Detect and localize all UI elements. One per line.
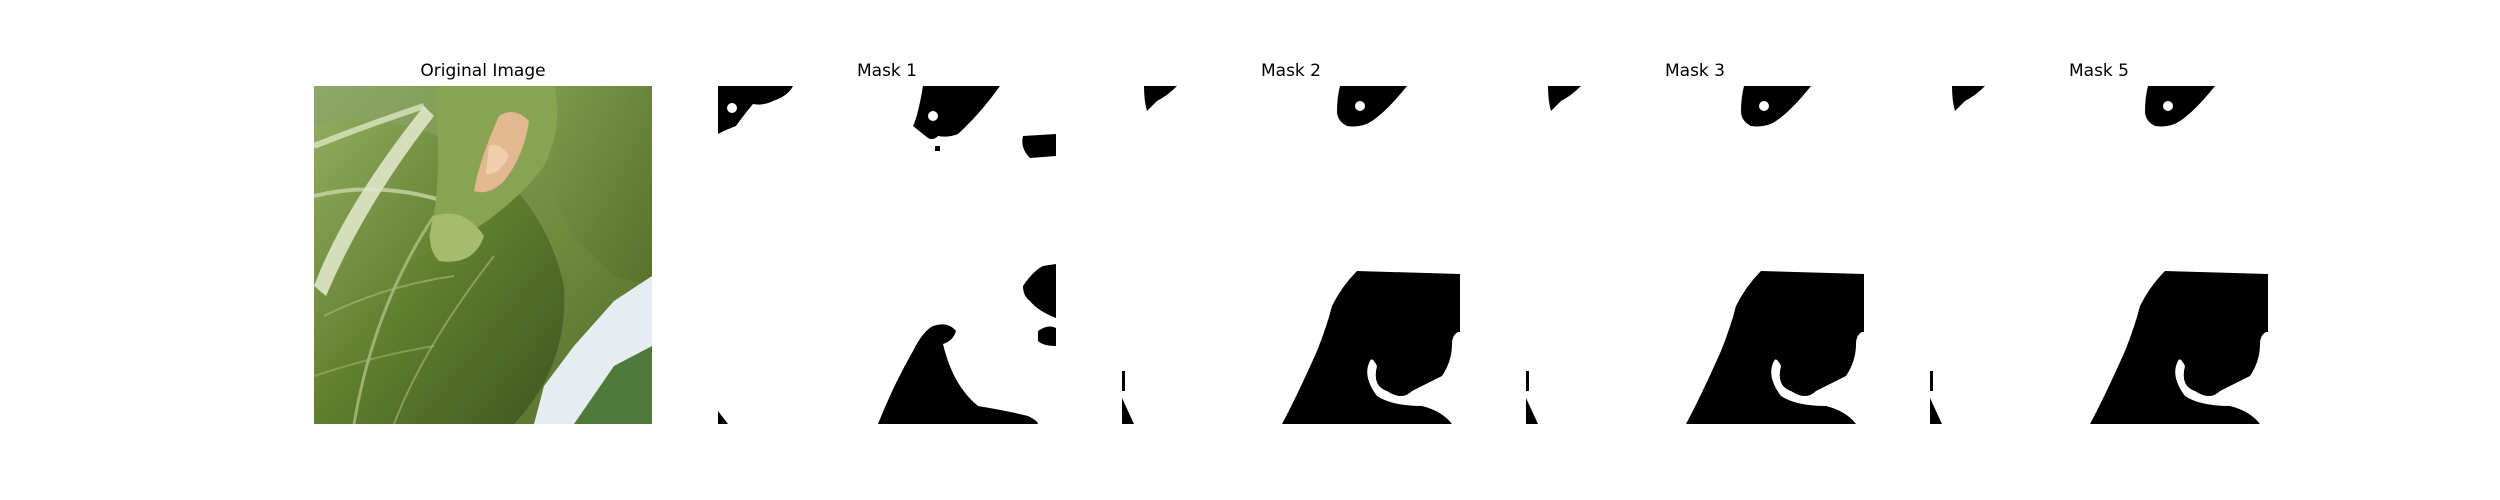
mask-image — [1930, 86, 2268, 424]
mask-image — [1526, 86, 1864, 424]
panel-mask-3: Mask 3 — [1526, 58, 1864, 428]
mask-image — [1122, 86, 1460, 424]
panel-title: Mask 3 — [1526, 58, 1864, 84]
leaf-photo — [314, 86, 652, 424]
mask-image — [718, 86, 1056, 424]
panel-mask-1: Mask 1 — [718, 58, 1056, 428]
mask-3-image — [1526, 86, 1864, 424]
panel-title: Mask 2 — [1122, 58, 1460, 84]
panel-title: Original Image — [314, 58, 652, 84]
mask-2-image — [1122, 86, 1460, 424]
mask-5-image — [1930, 86, 2268, 424]
panel-title: Mask 1 — [718, 58, 1056, 84]
panel-original-image: Original Image — [314, 58, 652, 428]
panel-title: Mask 5 — [1930, 58, 2268, 84]
mask-1-image — [718, 86, 1056, 424]
panel-mask-5: Mask 5 — [1930, 58, 2268, 428]
panel-mask-2: Mask 2 — [1122, 58, 1460, 428]
original-image — [314, 86, 652, 424]
